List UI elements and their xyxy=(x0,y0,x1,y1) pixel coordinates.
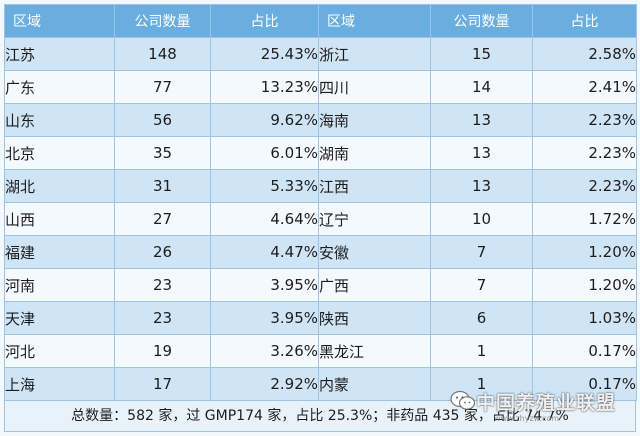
header-region-b: 区域 xyxy=(318,4,431,38)
cell-count-b: 15 xyxy=(430,37,533,71)
cell-share-a: 6.01% xyxy=(210,136,319,170)
cell-count-b: 13 xyxy=(430,169,533,203)
cell-count-a: 17 xyxy=(114,367,211,401)
table-row: 北京 35 6.01% 湖南 13 2.23% xyxy=(4,136,637,170)
cell-region-b: 辽宁 xyxy=(318,202,431,236)
cell-count-b: 14 xyxy=(430,70,533,104)
table-body: 江苏 148 25.43% 浙江 15 2.58% 广东 77 13.23% 四川 14 2.41% 山… xyxy=(4,37,637,401)
cell-region-a: 广东 xyxy=(4,70,115,104)
table-row: 山西 27 4.64% 辽宁 10 1.72% xyxy=(4,202,637,236)
summary-row: 总数量：582 家，过 GMP174 家，占比 25.3%；非药品 435 家，… xyxy=(4,400,636,432)
cell-count-b: 13 xyxy=(430,136,533,170)
cell-region-a: 河南 xyxy=(4,268,115,302)
region-stats-table: 区域 公司数量 占比 区域 公司数量 占比 江苏 148 25.43% 浙江 15 2.5… xyxy=(4,4,637,401)
cell-region-b: 海南 xyxy=(318,103,431,137)
cell-region-a: 河北 xyxy=(4,334,115,368)
cell-region-b: 广西 xyxy=(318,268,431,302)
cell-share-a: 3.26% xyxy=(210,334,319,368)
cell-count-b: 7 xyxy=(430,235,533,269)
cell-region-a: 山东 xyxy=(4,103,115,137)
cell-region-a: 上海 xyxy=(4,367,115,401)
cell-count-a: 31 xyxy=(114,169,211,203)
cell-share-b: 1.03% xyxy=(532,301,637,335)
table-row: 上海 17 2.92% 内蒙 1 0.17% xyxy=(4,367,637,401)
cell-share-b: 2.23% xyxy=(532,169,637,203)
cell-region-a: 江苏 xyxy=(4,37,115,71)
cell-count-a: 26 xyxy=(114,235,211,269)
cell-region-b: 浙江 xyxy=(318,37,431,71)
cell-count-b: 1 xyxy=(430,367,533,401)
table-row: 广东 77 13.23% 四川 14 2.41% xyxy=(4,70,637,104)
cell-count-b: 7 xyxy=(430,268,533,302)
cell-share-b: 2.23% xyxy=(532,136,637,170)
cell-region-b: 湖南 xyxy=(318,136,431,170)
cell-count-a: 35 xyxy=(114,136,211,170)
cell-region-b: 安徽 xyxy=(318,235,431,269)
cell-region-a: 福建 xyxy=(4,235,115,269)
cell-count-a: 77 xyxy=(114,70,211,104)
cell-share-a: 3.95% xyxy=(210,268,319,302)
cell-share-b: 1.72% xyxy=(532,202,637,236)
cell-share-b: 2.41% xyxy=(532,70,637,104)
cell-region-a: 天津 xyxy=(4,301,115,335)
cell-share-a: 25.43% xyxy=(210,37,319,71)
cell-share-b: 2.23% xyxy=(532,103,637,137)
header-share-a: 占比 xyxy=(210,4,319,38)
table-row: 山东 56 9.62% 海南 13 2.23% xyxy=(4,103,637,137)
table-header-row: 区域 公司数量 占比 区域 公司数量 占比 xyxy=(4,4,637,38)
cell-region-a: 山西 xyxy=(4,202,115,236)
cell-share-a: 2.92% xyxy=(210,367,319,401)
table-row: 河北 19 3.26% 黑龙江 1 0.17% xyxy=(4,334,637,368)
cell-region-b: 黑龙江 xyxy=(318,334,431,368)
cell-region-b: 四川 xyxy=(318,70,431,104)
cell-count-a: 23 xyxy=(114,268,211,302)
cell-count-b: 10 xyxy=(430,202,533,236)
table-row: 天津 23 3.95% 陕西 6 1.03% xyxy=(4,301,637,335)
cell-count-a: 56 xyxy=(114,103,211,137)
cell-share-b: 2.58% xyxy=(532,37,637,71)
cell-count-a: 19 xyxy=(114,334,211,368)
cell-count-b: 1 xyxy=(430,334,533,368)
header-region-a: 区域 xyxy=(4,4,115,38)
table-row: 福建 26 4.47% 安徽 7 1.20% xyxy=(4,235,637,269)
header-count-b: 公司数量 xyxy=(430,4,533,38)
cell-share-a: 3.95% xyxy=(210,301,319,335)
table-row: 河南 23 3.95% 广西 7 1.20% xyxy=(4,268,637,302)
cell-share-b: 0.17% xyxy=(532,334,637,368)
cell-share-a: 9.62% xyxy=(210,103,319,137)
cell-count-b: 13 xyxy=(430,103,533,137)
header-share-b: 占比 xyxy=(532,4,637,38)
cell-region-b: 江西 xyxy=(318,169,431,203)
cell-count-a: 27 xyxy=(114,202,211,236)
cell-region-b: 内蒙 xyxy=(318,367,431,401)
cell-region-a: 湖北 xyxy=(4,169,115,203)
cell-share-a: 4.64% xyxy=(210,202,319,236)
header-count-a: 公司数量 xyxy=(114,4,211,38)
cell-share-a: 5.33% xyxy=(210,169,319,203)
cell-region-a: 北京 xyxy=(4,136,115,170)
cell-share-b: 0.17% xyxy=(532,367,637,401)
cell-count-b: 6 xyxy=(430,301,533,335)
cell-share-a: 13.23% xyxy=(210,70,319,104)
cell-count-a: 23 xyxy=(114,301,211,335)
cell-share-a: 4.47% xyxy=(210,235,319,269)
table-row: 湖北 31 5.33% 江西 13 2.23% xyxy=(4,169,637,203)
table-row: 江苏 148 25.43% 浙江 15 2.58% xyxy=(4,37,637,71)
cell-share-b: 1.20% xyxy=(532,235,637,269)
cell-share-b: 1.20% xyxy=(532,268,637,302)
cell-region-b: 陕西 xyxy=(318,301,431,335)
cell-count-a: 148 xyxy=(114,37,211,71)
